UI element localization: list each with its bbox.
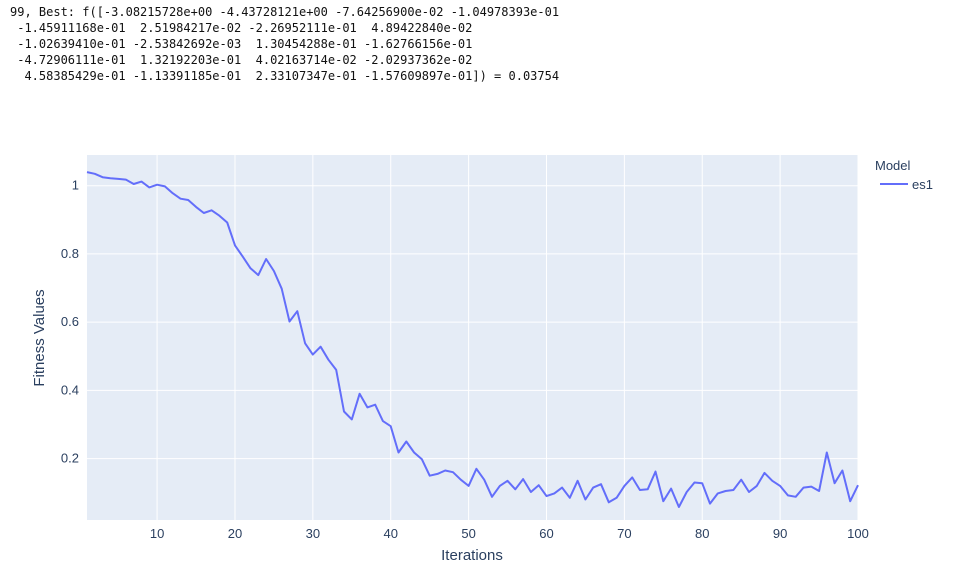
legend[interactable]: Model es1 bbox=[875, 158, 933, 192]
x-tick-label: 60 bbox=[539, 526, 553, 541]
console-line: -1.02639410e-01 -2.53842692e-03 1.304542… bbox=[10, 37, 473, 51]
y-tick-label: 0.6 bbox=[61, 314, 79, 329]
x-tick-label: 20 bbox=[228, 526, 242, 541]
series-line-es1 bbox=[86, 171, 859, 508]
y-tick-label: 0.2 bbox=[61, 451, 79, 466]
y-tick-label: 1 bbox=[72, 178, 79, 193]
legend-label-es1: es1 bbox=[912, 177, 933, 192]
plot-background bbox=[87, 155, 858, 520]
x-tick-label: 10 bbox=[150, 526, 164, 541]
console-line: -1.45911168e-01 2.51984217e-02 -2.269521… bbox=[10, 21, 473, 35]
x-gridlines bbox=[156, 155, 859, 520]
y-axis-title: Fitness Values bbox=[31, 289, 48, 386]
x-tick-labels: 10 20 30 40 50 60 70 80 90 100 bbox=[150, 526, 869, 541]
x-tick-label: 30 bbox=[306, 526, 320, 541]
y-gridlines bbox=[87, 185, 858, 460]
x-tick-label: 90 bbox=[773, 526, 787, 541]
x-tick-label: 40 bbox=[383, 526, 397, 541]
y-tick-label: 0.8 bbox=[61, 246, 79, 261]
series-layer bbox=[86, 171, 859, 508]
x-axis-title: Iterations bbox=[441, 547, 503, 564]
x-tick-label: 100 bbox=[847, 526, 869, 541]
y-tick-labels: 0.2 0.4 0.6 0.8 1 bbox=[61, 178, 79, 466]
x-tick-label: 80 bbox=[695, 526, 709, 541]
y-tick-label: 0.4 bbox=[61, 382, 79, 397]
x-tick-label: 70 bbox=[617, 526, 631, 541]
x-tick-label: 50 bbox=[461, 526, 475, 541]
console-line: -4.72906111e-01 1.32192203e-01 4.0216371… bbox=[10, 53, 473, 67]
console-line: 4.58385429e-01 -1.13391185e-01 2.3310734… bbox=[10, 69, 560, 83]
legend-title: Model bbox=[875, 158, 911, 173]
console-line: 99, Best: f([-3.08215728e+00 -4.43728121… bbox=[10, 5, 560, 19]
console-output: 99, Best: f([-3.08215728e+00 -4.43728121… bbox=[10, 4, 559, 84]
